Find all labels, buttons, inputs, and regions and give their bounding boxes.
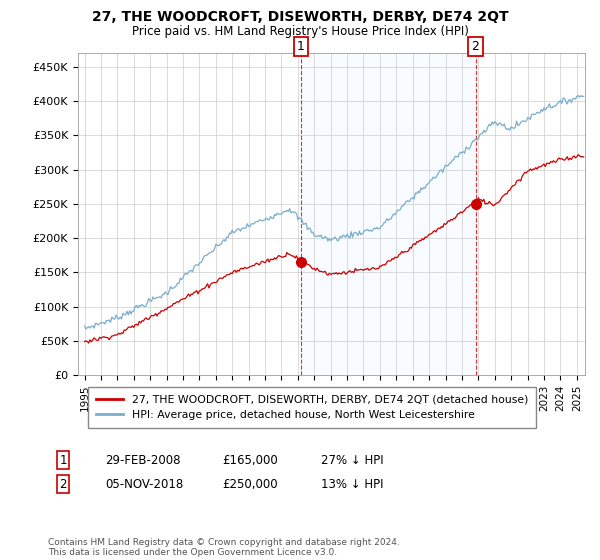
Bar <box>301 53 476 375</box>
Text: 2: 2 <box>472 40 479 53</box>
Legend: 27, THE WOODCROFT, DISEWORTH, DERBY, DE74 2QT (detached house), HPI: Average pri: 27, THE WOODCROFT, DISEWORTH, DERBY, DE7… <box>88 387 536 428</box>
Text: 1: 1 <box>297 40 305 53</box>
Text: 1: 1 <box>59 454 67 467</box>
Text: £250,000: £250,000 <box>222 478 278 491</box>
Text: £165,000: £165,000 <box>222 454 278 467</box>
Text: Price paid vs. HM Land Registry's House Price Index (HPI): Price paid vs. HM Land Registry's House … <box>131 25 469 38</box>
Text: Contains HM Land Registry data © Crown copyright and database right 2024.
This d: Contains HM Land Registry data © Crown c… <box>48 538 400 557</box>
Text: 27% ↓ HPI: 27% ↓ HPI <box>321 454 383 467</box>
Text: 29-FEB-2008: 29-FEB-2008 <box>105 454 181 467</box>
Text: 13% ↓ HPI: 13% ↓ HPI <box>321 478 383 491</box>
Text: 27, THE WOODCROFT, DISEWORTH, DERBY, DE74 2QT: 27, THE WOODCROFT, DISEWORTH, DERBY, DE7… <box>92 10 508 24</box>
Text: 05-NOV-2018: 05-NOV-2018 <box>105 478 183 491</box>
Text: 2: 2 <box>59 478 67 491</box>
